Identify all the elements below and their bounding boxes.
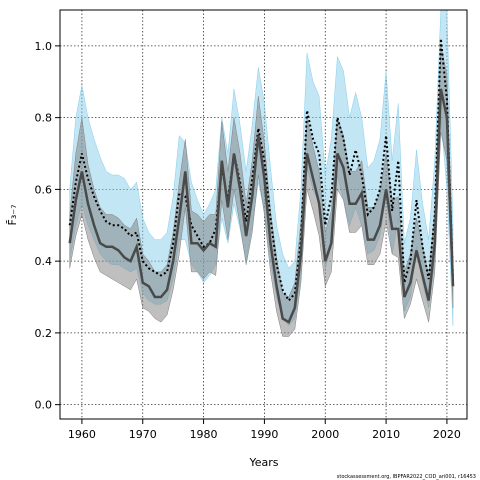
y-axis-label: F̄₃₋₇ [6,205,19,226]
plot-frame [59,9,468,420]
y-tick-label: 0.8 [35,112,53,125]
y-tick-label: 0.2 [35,327,53,340]
y-tick-label: 0.4 [35,255,53,268]
x-axis-label: Years [248,456,278,469]
x-tick-label: 1980 [190,428,218,441]
confidence-band [69,45,454,337]
y-tick-label: 1.0 [35,40,53,53]
footnote: stockassessment.org, IBPFAR2022_COD_ari0… [337,474,476,480]
x-tick-label: 1970 [129,428,157,441]
x-tick-label: 2010 [372,428,400,441]
y-tick-label: 0.6 [35,183,53,196]
estimate-line [68,38,455,303]
x-tick-label: 2000 [311,428,339,441]
y-tick-label: 0.0 [35,399,53,412]
x-tick-label: 2020 [433,428,461,441]
x-tick-label: 1990 [250,428,278,441]
estimate-line [68,88,455,324]
x-tick-label: 1960 [68,428,96,441]
